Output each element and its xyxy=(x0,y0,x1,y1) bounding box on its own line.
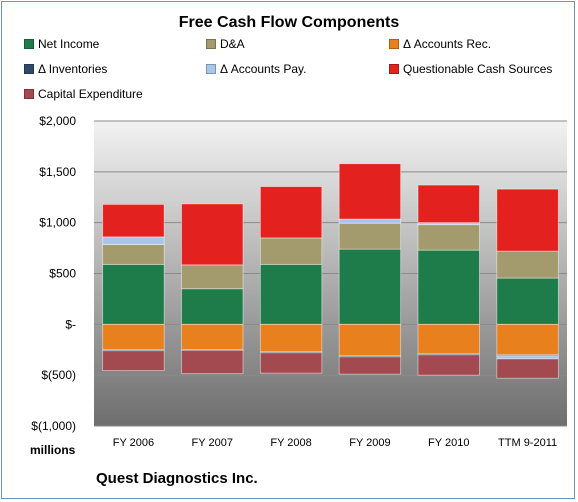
bar-segment xyxy=(259,186,323,239)
bar-segment xyxy=(259,237,323,265)
bar-segment xyxy=(181,264,244,290)
bar-segment xyxy=(496,188,559,252)
y-tick-label: $2,000 xyxy=(39,114,76,128)
bar-segment xyxy=(102,263,165,325)
legend-label: Net Income xyxy=(38,37,100,51)
bar-segment xyxy=(417,224,480,251)
legend-swatch xyxy=(206,39,216,49)
y-tick-label: $(1,000) xyxy=(31,419,76,433)
x-tick-label: FY 2006 xyxy=(113,437,154,449)
x-tick-label: FY 2009 xyxy=(349,437,390,449)
bar-segment xyxy=(259,323,323,353)
bar-segment xyxy=(102,323,165,351)
legend-swatch xyxy=(389,64,399,74)
bar-segment xyxy=(496,250,559,279)
legend-label: D&A xyxy=(220,37,245,51)
legend-swatch xyxy=(24,39,34,49)
legend-item: Capital Expenditure xyxy=(24,86,143,102)
bar-segment xyxy=(496,355,559,360)
legend-swatch xyxy=(24,64,34,74)
chart-title: Free Cash Flow Components xyxy=(178,14,400,31)
bar-segment xyxy=(417,184,480,224)
bar-segment xyxy=(417,249,480,325)
bar-segment xyxy=(338,323,402,357)
legend-item: Δ Inventories xyxy=(24,61,107,77)
bar-segment xyxy=(102,236,165,245)
legend-item: Δ Accounts Rec. xyxy=(389,36,491,52)
x-tick-label: FY 2007 xyxy=(192,437,233,449)
legend-label: Δ Accounts Pay. xyxy=(220,62,307,76)
bar-segment xyxy=(496,358,559,379)
bar-segment xyxy=(181,203,244,266)
x-tick-label: TTM 9-2011 xyxy=(498,437,557,449)
x-tick-label: FY 2008 xyxy=(270,437,311,449)
x-tick-label: FY 2010 xyxy=(428,437,469,449)
y-tick-label: $- xyxy=(65,317,76,331)
legend-swatch xyxy=(389,39,399,49)
bar-segment xyxy=(496,277,559,325)
bar-segment xyxy=(417,323,480,355)
bar-segment xyxy=(338,218,402,224)
bar-segment xyxy=(102,244,165,265)
y-axis-units: millions xyxy=(30,443,76,457)
legend-label: Capital Expenditure xyxy=(38,87,143,101)
bar-segment xyxy=(181,323,244,351)
bar-segment xyxy=(102,350,165,371)
legend-label: Δ Accounts Rec. xyxy=(403,37,492,51)
legend-swatch xyxy=(206,64,216,74)
bar-segment xyxy=(338,163,402,220)
legend-item: Net Income xyxy=(24,36,99,52)
bar-segment xyxy=(259,263,323,325)
bar-segment xyxy=(338,356,402,375)
bar-segment xyxy=(259,352,323,374)
bar-segment xyxy=(496,323,559,356)
legend-label: Δ Inventories xyxy=(38,62,108,76)
bar-segment xyxy=(417,354,480,376)
company-name: Quest Diagnostics Inc. xyxy=(96,470,258,487)
legend-swatch xyxy=(24,89,34,99)
y-tick-label: $1,000 xyxy=(39,216,76,230)
legend-label: Questionable Cash Sources xyxy=(403,62,553,76)
y-tick-label: $(500) xyxy=(41,368,76,382)
legend-item: Questionable Cash Sources xyxy=(389,61,552,77)
legend-item: D&A xyxy=(206,36,245,52)
bar-segment xyxy=(181,349,244,375)
y-tick-label: $500 xyxy=(49,267,76,281)
bar-segment xyxy=(102,203,165,238)
bar-segment xyxy=(181,288,244,325)
bar-segment xyxy=(338,248,402,325)
bar-segment xyxy=(338,222,402,250)
y-tick-label: $1,500 xyxy=(39,165,76,179)
legend-item: Δ Accounts Pay. xyxy=(206,61,307,77)
